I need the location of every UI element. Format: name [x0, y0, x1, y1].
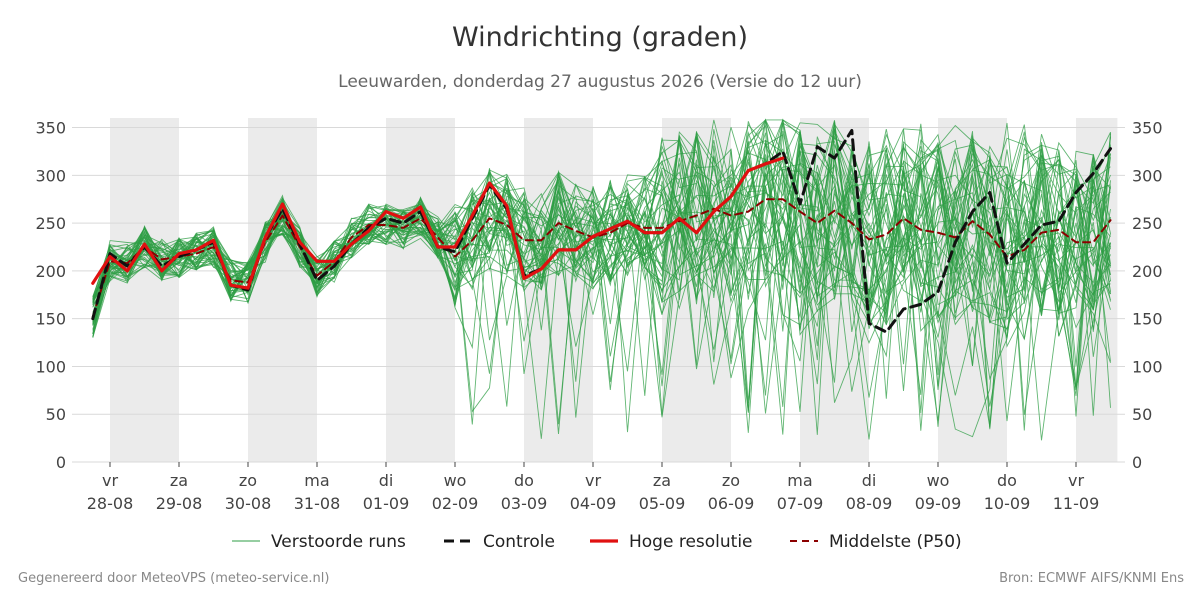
y-tick-label-right: 0: [1132, 453, 1142, 472]
x-tick-date: 09-09: [915, 494, 962, 513]
x-tick-weekday: ma: [787, 471, 812, 490]
x-tick-date: 30-08: [225, 494, 272, 513]
y-tick-label-right: 350: [1132, 119, 1163, 138]
x-tick-date: 08-09: [846, 494, 893, 513]
x-tick-weekday: di: [862, 471, 877, 490]
x-tick-weekday: vr: [1068, 471, 1084, 490]
source-credit: Bron: ECMWF AIFS/KNMI Ens: [999, 571, 1184, 586]
legend-label-ensemble: Verstoorde runs: [271, 532, 406, 552]
x-tick-date: 04-09: [570, 494, 617, 513]
y-tick-label-right: 300: [1132, 166, 1163, 185]
y-tick-label-left: 0: [56, 453, 66, 472]
day-band: [386, 118, 455, 462]
legend-label-hires: Hoge resolutie: [629, 532, 753, 552]
x-tick-weekday: za: [170, 471, 188, 490]
x-tick-weekday: di: [379, 471, 394, 490]
x-tick-date: 11-09: [1053, 494, 1100, 513]
y-tick-label-right: 250: [1132, 214, 1163, 233]
x-tick-date: 28-08: [87, 494, 134, 513]
y-tick-label-left: 50: [46, 405, 66, 424]
x-tick-date: 03-09: [501, 494, 548, 513]
hires-series-line: [91, 156, 785, 290]
x-tick-weekday: wo: [444, 471, 467, 490]
x-tick-weekday: za: [653, 471, 671, 490]
day-band: [248, 118, 317, 462]
x-tick-date: 06-09: [708, 494, 755, 513]
ensemble-member-line: [92, 133, 1111, 364]
x-tick-weekday: ma: [304, 471, 329, 490]
y-tick-label-left: 100: [35, 357, 66, 376]
y-tick-label-left: 250: [35, 214, 66, 233]
x-tick-date: 05-09: [639, 494, 686, 513]
x-tick-weekday: do: [514, 471, 534, 490]
x-tick-date: 10-09: [984, 494, 1031, 513]
chart-title: Windrichting (graden): [451, 22, 749, 53]
x-tick-date: 07-09: [777, 494, 824, 513]
chart-subtitle: Leeuwarden, donderdag 27 augustus 2026 (…: [338, 72, 862, 92]
x-tick-date: 29-08: [156, 494, 203, 513]
x-tick-date: 31-08: [294, 494, 341, 513]
y-tick-label-right: 50: [1132, 405, 1152, 424]
x-tick-weekday: do: [997, 471, 1017, 490]
y-tick-label-left: 150: [35, 310, 66, 329]
x-tick-date: 02-09: [432, 494, 479, 513]
x-tick-weekday: zo: [239, 471, 257, 490]
x-tick-weekday: zo: [722, 471, 740, 490]
ensemble-group: [92, 118, 1111, 441]
y-tick-label-left: 200: [35, 262, 66, 281]
legend-label-control: Controle: [483, 532, 555, 552]
y-tick-label-right: 100: [1132, 357, 1163, 376]
y-tick-label-right: 200: [1132, 262, 1163, 281]
generator-credit: Gegenereerd door MeteoVPS (meteo-service…: [18, 571, 330, 586]
y-tick-label-left: 300: [35, 166, 66, 185]
x-tick-weekday: vr: [102, 471, 118, 490]
x-tick-weekday: wo: [927, 471, 950, 490]
y-tick-label-right: 150: [1132, 310, 1163, 329]
legend-label-median: Middelste (P50): [829, 532, 962, 552]
ensemble-member-line: [92, 125, 1111, 382]
x-tick-date: 01-09: [363, 494, 410, 513]
y-tick-label-left: 350: [35, 119, 66, 138]
x-tick-weekday: vr: [585, 471, 601, 490]
day-band: [110, 118, 179, 462]
